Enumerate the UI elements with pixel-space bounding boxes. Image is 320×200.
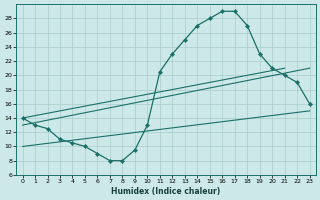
X-axis label: Humidex (Indice chaleur): Humidex (Indice chaleur) <box>111 187 221 196</box>
